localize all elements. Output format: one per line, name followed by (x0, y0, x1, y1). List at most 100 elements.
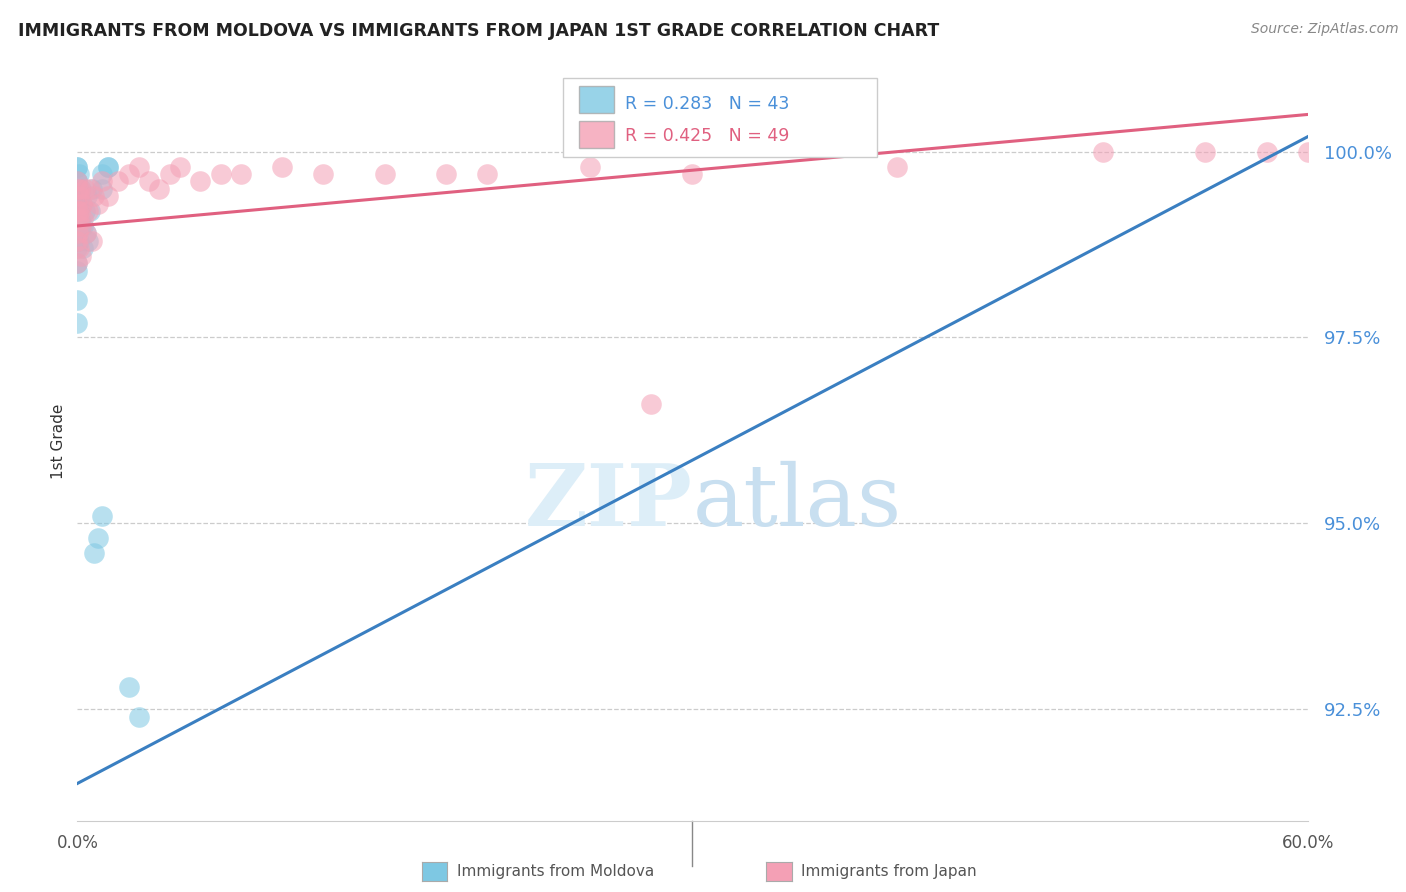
Point (312, 167, 335, 181)
Point (67, 167, 90, 181)
Point (231, 167, 253, 181)
Point (69, 189, 91, 203)
Point (69, 182, 91, 196)
Point (66, 293, 89, 308)
Point (66, 234, 89, 248)
Point (69, 204, 91, 219)
Point (66, 211, 89, 226)
Point (66, 196, 89, 211)
Point (66, 174, 89, 188)
Point (67, 204, 90, 219)
Point (1256, 145, 1278, 159)
Point (640, 397, 662, 411)
Point (90, 508, 114, 523)
Point (209, 167, 232, 181)
Point (75, 227, 97, 241)
Point (66, 263, 89, 277)
Point (66, 160, 89, 174)
Point (90, 174, 114, 188)
Point (66, 204, 89, 219)
Point (128, 709, 150, 723)
Point (66, 196, 89, 211)
Point (67, 234, 90, 248)
Point (67, 189, 90, 203)
Point (72, 196, 94, 211)
Point (66, 174, 89, 188)
Point (682, 167, 704, 181)
Point (159, 167, 181, 181)
Point (66, 182, 89, 196)
Point (374, 167, 396, 181)
Point (271, 160, 294, 174)
Point (67, 182, 90, 196)
Point (67, 211, 90, 226)
Point (72, 211, 94, 226)
Point (66, 256, 89, 270)
Point (66, 174, 89, 188)
Point (80, 182, 103, 196)
Point (66, 256, 89, 270)
Point (72, 219, 94, 233)
Point (97, 160, 120, 174)
Point (97, 160, 120, 174)
Point (70, 182, 93, 196)
Text: R = 0.283   N = 43: R = 0.283 N = 43 (624, 95, 789, 113)
Text: Source: ZipAtlas.com: Source: ZipAtlas.com (1251, 22, 1399, 37)
Point (117, 167, 139, 181)
Point (1296, 145, 1319, 159)
Point (79, 182, 101, 196)
Point (148, 182, 170, 196)
FancyBboxPatch shape (564, 78, 877, 157)
Text: atlas: atlas (693, 460, 901, 544)
Point (66, 189, 89, 203)
Point (579, 160, 602, 174)
Point (107, 174, 129, 188)
Point (128, 160, 150, 174)
Point (138, 174, 160, 188)
FancyBboxPatch shape (579, 120, 614, 148)
Point (67, 227, 90, 241)
FancyBboxPatch shape (579, 86, 614, 113)
Point (69, 211, 91, 226)
Text: IMMIGRANTS FROM MOLDOVA VS IMMIGRANTS FROM JAPAN 1ST GRADE CORRELATION CHART: IMMIGRANTS FROM MOLDOVA VS IMMIGRANTS FR… (18, 22, 939, 40)
Point (66, 160, 89, 174)
Point (83, 189, 105, 203)
Point (76, 234, 98, 248)
Point (67, 196, 90, 211)
Point (76, 204, 98, 219)
Point (76, 189, 98, 203)
Text: Immigrants from Japan: Immigrants from Japan (801, 864, 977, 879)
Point (1091, 145, 1114, 159)
Point (73, 182, 96, 196)
Point (97, 189, 120, 203)
Text: Immigrants from Moldova: Immigrants from Moldova (457, 864, 654, 879)
Point (70, 249, 93, 263)
Point (188, 174, 212, 188)
Point (70, 219, 93, 233)
Point (436, 167, 458, 181)
Point (1194, 145, 1216, 159)
Point (87, 531, 110, 545)
Point (67, 241, 90, 255)
Point (90, 182, 114, 196)
Point (67, 204, 90, 219)
Point (117, 680, 139, 694)
Point (70, 219, 93, 233)
Point (75, 227, 97, 241)
Point (73, 204, 96, 219)
Point (66, 219, 89, 233)
Point (67, 182, 90, 196)
Point (87, 196, 110, 211)
Point (72, 241, 94, 255)
Point (66, 234, 89, 248)
Point (83, 546, 105, 560)
Point (886, 160, 908, 174)
Y-axis label: 1st Grade: 1st Grade (51, 404, 66, 479)
Point (80, 234, 103, 248)
Point (477, 167, 499, 181)
Text: R = 0.425   N = 49: R = 0.425 N = 49 (624, 127, 789, 145)
Text: ZIP: ZIP (524, 460, 693, 544)
Point (72, 196, 94, 211)
Point (66, 316, 89, 330)
Point (90, 167, 114, 181)
